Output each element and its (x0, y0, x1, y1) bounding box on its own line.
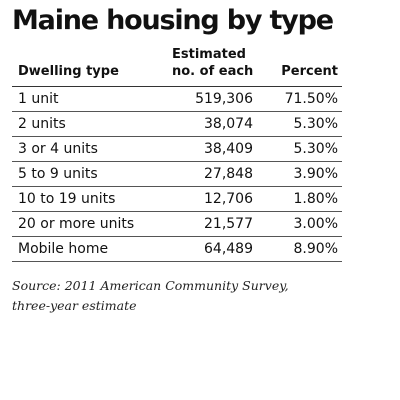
table-row: 10 to 19 units 12,706 1.80% (12, 186, 342, 212)
housing-table-graphic: Maine housing by type Dwelling type Esti… (12, 6, 342, 316)
cell-percent: 1.80% (261, 186, 342, 212)
table-row: 3 or 4 units 38,409 5.30% (12, 136, 342, 162)
cell-percent: 8.90% (261, 236, 342, 262)
header-dwelling-type: Dwelling type (12, 46, 158, 87)
header-estimated: Estimated no. of each (158, 46, 261, 87)
table-row: 20 or more units 21,577 3.00% (12, 211, 342, 237)
cell-type: 10 to 19 units (12, 186, 158, 212)
cell-count: 12,706 (158, 186, 261, 212)
cell-percent: 5.30% (261, 111, 342, 137)
cell-percent: 71.50% (261, 86, 342, 112)
cell-type: 20 or more units (12, 211, 158, 237)
header-percent: Percent (261, 46, 342, 87)
source-line2: three-year estimate (12, 298, 137, 313)
cell-type: 1 unit (12, 86, 158, 112)
table-row: 1 unit 519,306 71.50% (12, 86, 342, 112)
cell-count: 21,577 (158, 211, 261, 237)
cell-percent: 5.30% (261, 136, 342, 162)
header-estimated-line1: Estimated (172, 47, 246, 62)
cell-type: 3 or 4 units (12, 136, 158, 162)
cell-percent: 3.00% (261, 211, 342, 237)
cell-count: 27,848 (158, 161, 261, 187)
page-title: Maine housing by type (12, 5, 334, 36)
table-header: Dwelling type Estimated no. of each Perc… (12, 46, 342, 87)
cell-count: 64,489 (158, 236, 261, 262)
cell-type: 2 units (12, 111, 158, 137)
table-row: 2 units 38,074 5.30% (12, 111, 342, 137)
cell-count: 519,306 (158, 86, 261, 112)
cell-type: Mobile home (12, 236, 158, 262)
table-row: 5 to 9 units 27,848 3.90% (12, 161, 342, 187)
cell-percent: 3.90% (261, 161, 342, 187)
table-body: 1 unit 519,306 71.50% 2 units 38,074 5.3… (12, 86, 342, 262)
source-line1: Source: 2011 American Community Survey, (12, 278, 289, 293)
housing-table: Dwelling type Estimated no. of each Perc… (12, 46, 342, 262)
table-row: Mobile home 64,489 8.90% (12, 236, 342, 262)
cell-count: 38,409 (158, 136, 261, 162)
cell-count: 38,074 (158, 111, 261, 137)
header-estimated-line2: no. of each (172, 64, 254, 79)
source-note: Source: 2011 American Community Survey, … (12, 276, 342, 316)
cell-type: 5 to 9 units (12, 161, 158, 187)
header-row: Dwelling type Estimated no. of each Perc… (12, 46, 342, 87)
